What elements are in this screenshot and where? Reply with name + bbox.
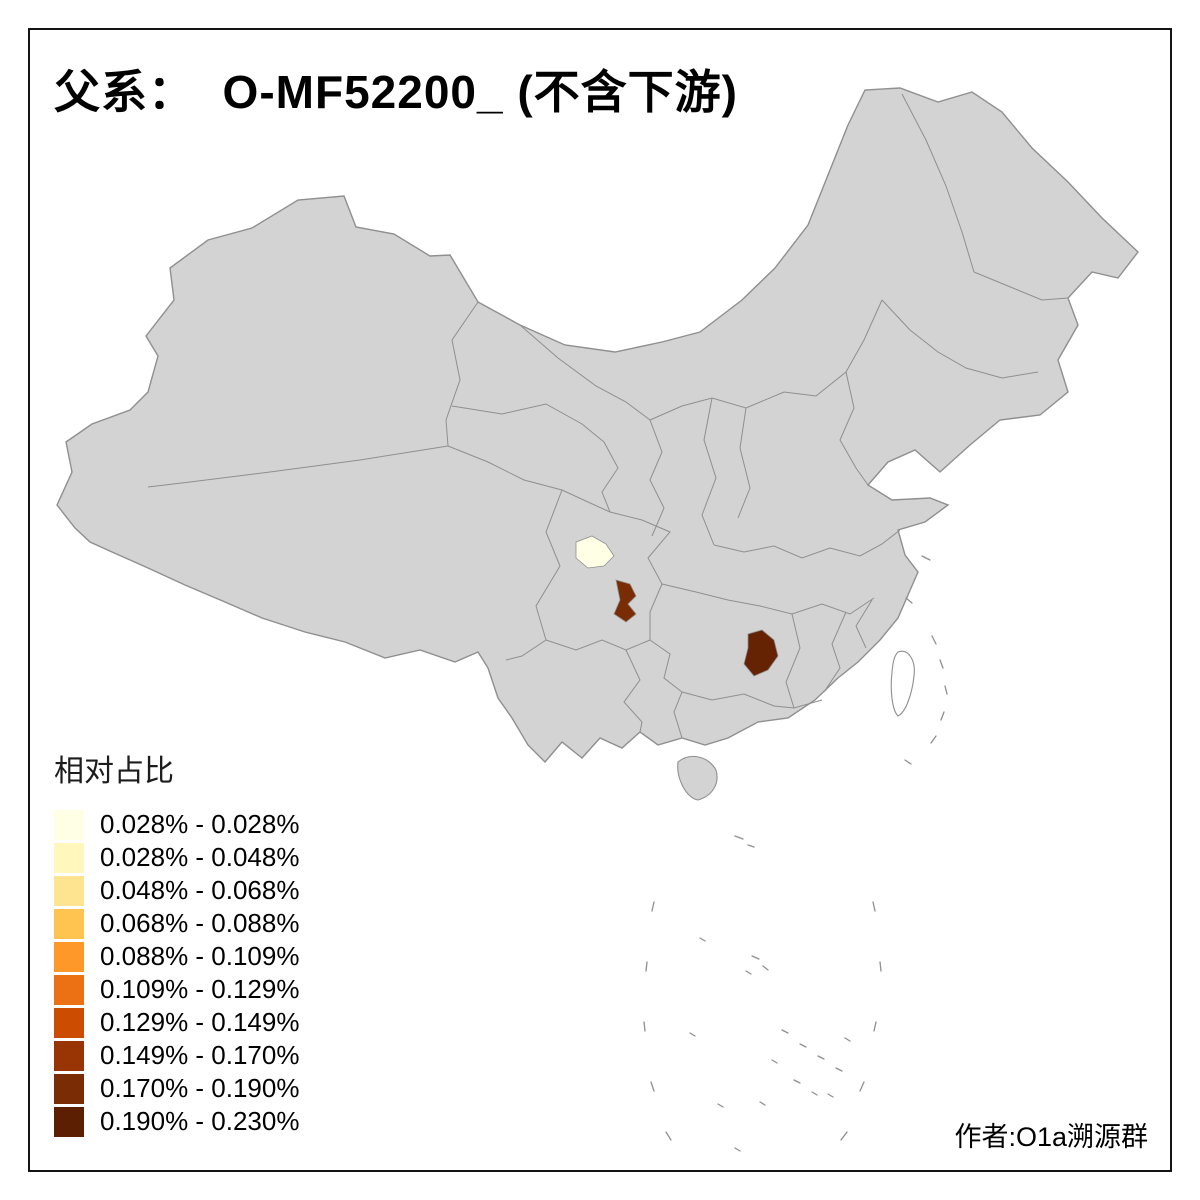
legend-range-label: 0.149% - 0.170% — [100, 1040, 300, 1070]
legend-item: 0.170% - 0.190% — [54, 1072, 299, 1105]
coastal-islands — [904, 555, 948, 765]
legend-swatch — [54, 974, 84, 1005]
legend-swatch — [54, 875, 84, 906]
hainan-island — [677, 755, 718, 801]
legend-range-label: 0.190% - 0.230% — [100, 1106, 300, 1136]
highlight-region-hunan — [743, 629, 779, 677]
legend-item: 0.068% - 0.088% — [54, 907, 299, 940]
legend-swatch — [54, 1040, 84, 1071]
province-border-line — [713, 529, 901, 559]
province-border-line — [445, 301, 479, 447]
province-border-line — [601, 441, 619, 513]
province-border-line — [649, 299, 883, 421]
province-border-line — [609, 511, 671, 640]
legend-range-label: 0.028% - 0.028% — [100, 809, 300, 839]
province-border-line — [505, 639, 547, 661]
province-border-line — [973, 271, 1069, 301]
province-border-line — [855, 599, 873, 649]
province-border-line — [823, 611, 847, 693]
province-border-line — [901, 93, 975, 273]
legend-item: 0.149% - 0.170% — [54, 1039, 299, 1072]
legend-range-label: 0.088% - 0.109% — [100, 941, 300, 971]
legend-title: 相对占比 — [54, 755, 174, 788]
south-china-sea-islands — [643, 835, 882, 1152]
province-border-line — [623, 649, 643, 733]
legend-range-label: 0.028% - 0.048% — [100, 842, 300, 872]
taiwan-island — [890, 650, 915, 717]
province-border-line — [519, 324, 651, 421]
author-credit: 作者:O1a溯源群 — [954, 1122, 1148, 1152]
china-mainland — [56, 87, 1139, 764]
legend-item: 0.088% - 0.109% — [54, 940, 299, 973]
legend-swatch — [54, 1073, 84, 1104]
legend-range-label: 0.048% - 0.068% — [100, 875, 300, 905]
legend-item: 0.109% - 0.129% — [54, 973, 299, 1006]
legend-range-label: 0.109% - 0.129% — [100, 974, 300, 1004]
legend-item: 0.028% - 0.048% — [54, 841, 299, 874]
province-border-line — [701, 397, 717, 546]
province-border-line — [785, 613, 801, 709]
province-border-line — [649, 419, 665, 537]
legend-range-label: 0.068% - 0.088% — [100, 908, 300, 938]
province-border-line — [839, 371, 869, 486]
highlight-region-chongqing — [613, 579, 637, 623]
province-border-line — [681, 691, 823, 709]
province-border-line — [451, 403, 605, 443]
province-borders — [147, 93, 1069, 739]
legend-item: 0.048% - 0.068% — [54, 874, 299, 907]
province-border-line — [649, 639, 683, 739]
legend-swatch — [54, 1106, 84, 1137]
legend-swatch — [54, 842, 84, 873]
province-border-line — [447, 445, 611, 513]
province-border-line — [147, 445, 449, 488]
province-border-line — [881, 299, 1039, 379]
legend: 相对占比 0.028% - 0.028% 0.028% - 0.048% 0.0… — [54, 746, 299, 1138]
province-border-line — [535, 489, 563, 641]
legend-swatch — [54, 908, 84, 939]
legend-swatch — [54, 809, 84, 840]
legend-range-label: 0.170% - 0.190% — [100, 1073, 300, 1103]
legend-swatch — [54, 941, 84, 972]
legend-swatch — [54, 1007, 84, 1038]
province-border-line — [737, 407, 751, 519]
legend-range-label: 0.129% - 0.149% — [100, 1007, 300, 1037]
legend-item: 0.129% - 0.149% — [54, 1006, 299, 1039]
figure-title: 父系： O-MF52200_ (不含下游) — [54, 66, 738, 118]
highlight-region-sichuan-chengdu — [575, 535, 615, 569]
legend-item: 0.028% - 0.028% — [54, 808, 299, 841]
province-border-line — [545, 639, 651, 651]
legend-item: 0.190% - 0.230% — [54, 1105, 299, 1138]
